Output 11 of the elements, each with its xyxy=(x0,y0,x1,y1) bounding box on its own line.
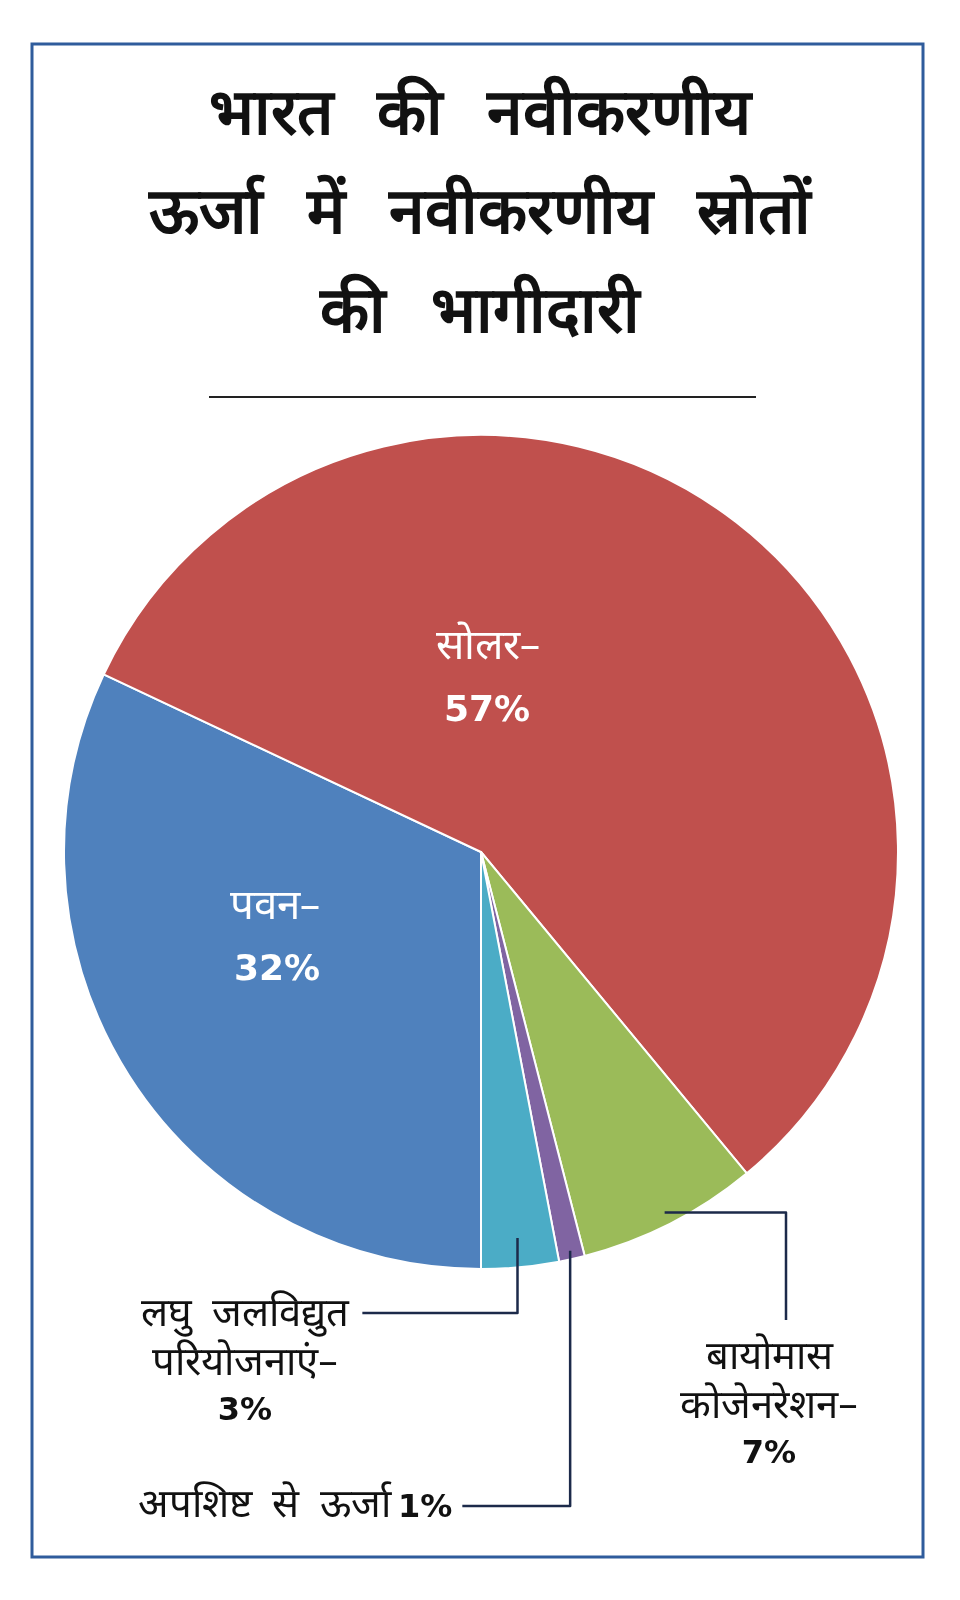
data-label: 7% xyxy=(741,1433,797,1471)
slice-label: पवन– xyxy=(229,880,321,929)
chart-title: भारत की नवीकरणीय ऊर्जा में नवीकरणीय स्रोतों की भागीदारी xyxy=(147,75,814,347)
slice-label: अपशिष्ट से ऊर्जा xyxy=(137,1480,392,1526)
slice-label: बायोमास कोजेनरेशन– xyxy=(680,1332,858,1427)
data-label: 32% xyxy=(233,947,321,988)
data-label: 1% xyxy=(398,1487,453,1525)
data-label: 3% xyxy=(217,1390,273,1428)
data-label: 57% xyxy=(443,688,531,729)
slice-label: लघु जलविद्युत परियोजनाएं– xyxy=(140,1289,351,1384)
slice-label: सोलर– xyxy=(435,620,541,669)
